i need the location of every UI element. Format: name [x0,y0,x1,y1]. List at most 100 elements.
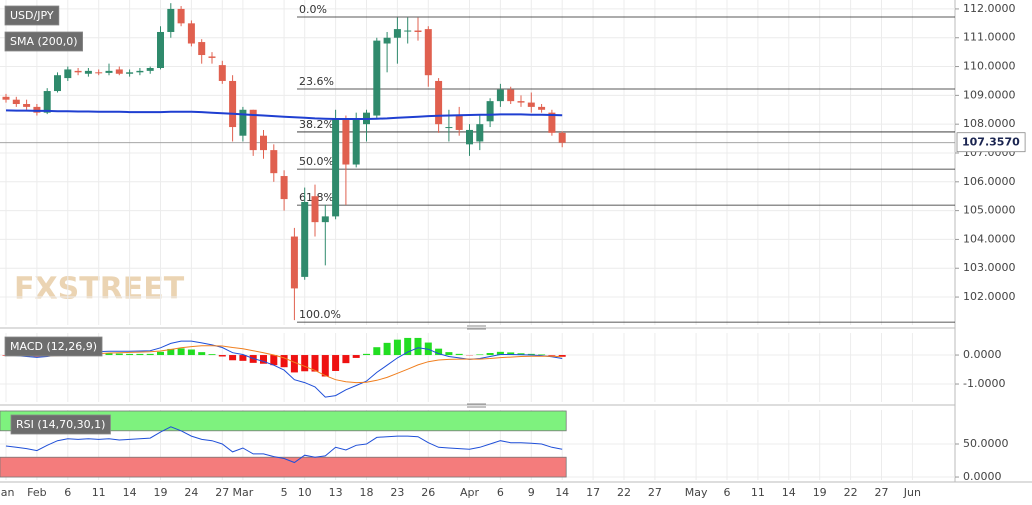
histogram-bar [507,352,515,356]
x-tick-label: 17 [586,486,600,499]
x-tick-label: 26 [421,486,435,499]
x-tick-label: 14 [123,486,137,499]
x-tick-label: Mar [233,486,254,499]
histogram-bar [290,355,298,373]
candle-body [290,236,298,289]
sma-line [5,109,563,120]
indicator-label: SMA (200,0) [10,35,78,48]
x-tick-label: 11 [751,486,765,499]
y-tick-label: 102.0000 [963,290,1016,303]
x-tick-label: 5 [281,486,288,499]
y-tick-label: 105.0000 [963,204,1016,217]
candle-body [74,70,82,73]
candle-body [558,132,566,143]
fib-label: 0.0% [299,3,327,16]
candle-body [455,115,463,130]
histogram-bar [270,355,278,366]
indicator-label: RSI (14,70,30,1) [16,418,105,431]
candle-body [43,91,51,113]
candle-body [301,201,309,277]
candle-body [393,29,401,38]
fib-label: 23.6% [299,75,334,88]
candle-body [115,69,123,74]
histogram-bar [352,355,360,358]
histogram-bar [218,355,226,357]
candle-body [445,127,453,129]
x-tick-label: 19 [154,486,168,499]
histogram-bar [157,351,164,356]
candle-body [548,112,556,133]
candle-body [249,109,257,151]
histogram-bar [187,349,195,356]
x-tick-label: 6 [64,486,71,499]
y-tick-label: 110.0000 [963,60,1016,73]
rsi-band [0,410,567,432]
candle-body [414,30,422,32]
candle-body [126,72,134,74]
histogram-bar [404,337,412,356]
x-tick-label: 9 [528,486,535,499]
candle-body [424,29,432,76]
x-tick-label: 27 [215,486,229,499]
x-tick-label: May [685,486,708,499]
candle-body [260,135,267,151]
histogram-bar [105,353,113,356]
x-tick-label: 19 [813,486,827,499]
resize-handle[interactable] [467,403,486,408]
histogram-bar [167,348,175,356]
candle-body [342,118,350,165]
histogram-bar [558,355,566,357]
x-tick-label: 13 [329,486,343,499]
candle-body [311,196,319,223]
y-tick-label: 108.0000 [963,117,1016,130]
indicator-label: MACD (12,26,9) [10,340,97,353]
histogram-bar [527,353,535,356]
candle-body [136,70,144,73]
candle-body [332,118,340,217]
candle-body [270,150,278,174]
candle-body [218,65,226,81]
candle-body [404,30,412,32]
watermark: FXSTREET [14,272,185,307]
y-tick-label: 109.0000 [963,88,1016,101]
candle-body [466,129,473,145]
candle-body [95,72,103,74]
y-tick-label: 0.0000 [963,470,1002,483]
candle-body [64,69,72,79]
x-tick-label: 22 [617,486,631,499]
histogram-bar [177,348,185,356]
y-tick-label: 111.0000 [963,31,1016,44]
histogram-bar [383,342,391,356]
y-tick-label: 103.0000 [963,261,1016,274]
indicator-label-box [4,31,83,52]
candle-body [538,106,546,110]
histogram-bar [342,355,350,364]
x-tick-label: 27 [648,486,662,499]
y-tick-label: 106.0000 [963,175,1016,188]
histogram-bar [239,355,247,361]
histogram-bar [115,353,123,356]
x-tick-label: 23 [390,486,404,499]
rsi-line [5,426,563,464]
candle-body [507,89,515,102]
x-tick-label: Jan [0,486,15,499]
candle-body [352,118,360,165]
histogram-bar [445,352,453,356]
x-tick-label: Feb [27,486,46,499]
y-tick-label: -1.0000 [963,377,1005,390]
histogram-bar [136,353,144,356]
x-tick-label: 24 [184,486,198,499]
x-tick-label: 11 [92,486,106,499]
histogram-bar [280,355,288,368]
candle-body [84,70,92,74]
candle-body [373,40,381,116]
histogram-bar [393,339,401,356]
resize-handle[interactable] [467,325,486,330]
y-tick-label: 50.0000 [963,437,1009,450]
candle-body [23,104,31,107]
candle-body [383,37,391,44]
x-tick-label: 10 [298,486,312,499]
candle-body [146,67,154,71]
last-price-label: 107.3570 [962,136,1020,149]
